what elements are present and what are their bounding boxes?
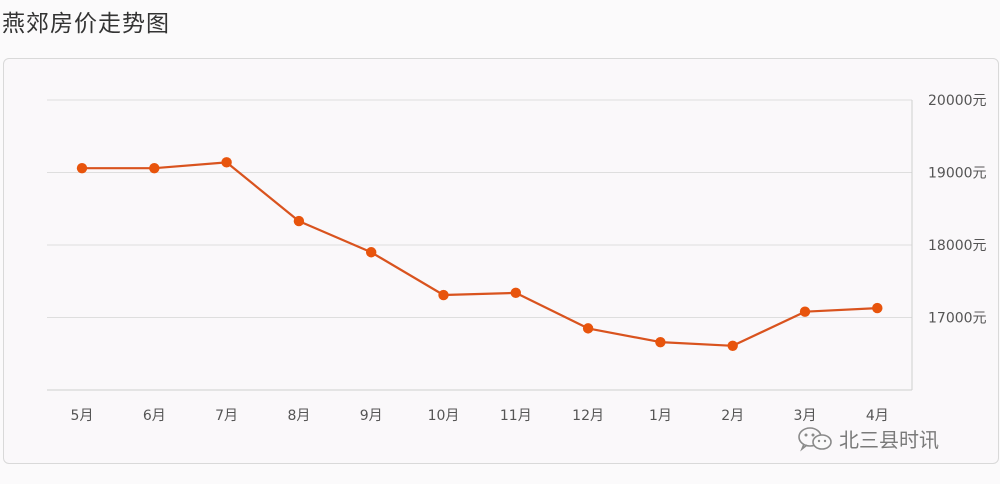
data-point: [221, 157, 232, 168]
data-point: [872, 302, 883, 314]
x-tick-label: 10月: [428, 408, 460, 424]
data-point: [799, 306, 811, 317]
data-point: [655, 336, 666, 348]
data-point: [366, 247, 377, 258]
x-tick-label: 6月: [143, 408, 166, 424]
data-point: [438, 289, 449, 301]
x-tick-label: 2月: [721, 408, 744, 424]
y-tick-label: 20000元: [928, 93, 987, 109]
axis-lines: [47, 100, 913, 391]
data-point: [510, 287, 521, 299]
wechat-icon: [798, 426, 832, 452]
x-tick-label: 1月: [649, 408, 672, 424]
x-tick-label: 9月: [360, 408, 383, 424]
y-tick-labels: 17000元 18000元 19000元 20000元: [928, 93, 987, 327]
x-tick-labels: 5月 6月 7月 8月 9月 10月 11月 12月 1月 2月 3月 4月: [71, 408, 889, 424]
y-tick-label: 17000元: [928, 311, 987, 327]
x-tick-label: 4月: [866, 408, 889, 424]
data-point: [582, 323, 594, 334]
x-tick-label: 12月: [572, 408, 604, 424]
y-tick-label: 19000元: [928, 166, 987, 182]
watermark-text: 北三县时讯: [839, 428, 939, 452]
data-point: [727, 340, 738, 351]
x-tick-label: 11月: [500, 408, 532, 424]
data-point: [149, 162, 160, 174]
x-tick-label: 5月: [71, 408, 94, 424]
x-tick-label: 7月: [215, 408, 238, 424]
watermark: 北三县时讯: [797, 424, 939, 453]
page-title: 燕郊房价走势图: [2, 11, 170, 37]
series-line: [82, 161, 878, 347]
y-tick-label: 18000元: [928, 238, 987, 254]
data-point: [76, 162, 88, 174]
grid-lines: [47, 99, 912, 318]
series-layer: [82, 161, 878, 347]
data-points: [76, 157, 883, 351]
data-point: [293, 215, 305, 227]
x-tick-label: 3月: [794, 408, 817, 424]
x-tick-label: 8月: [287, 408, 310, 424]
chart-card: [3, 58, 999, 464]
